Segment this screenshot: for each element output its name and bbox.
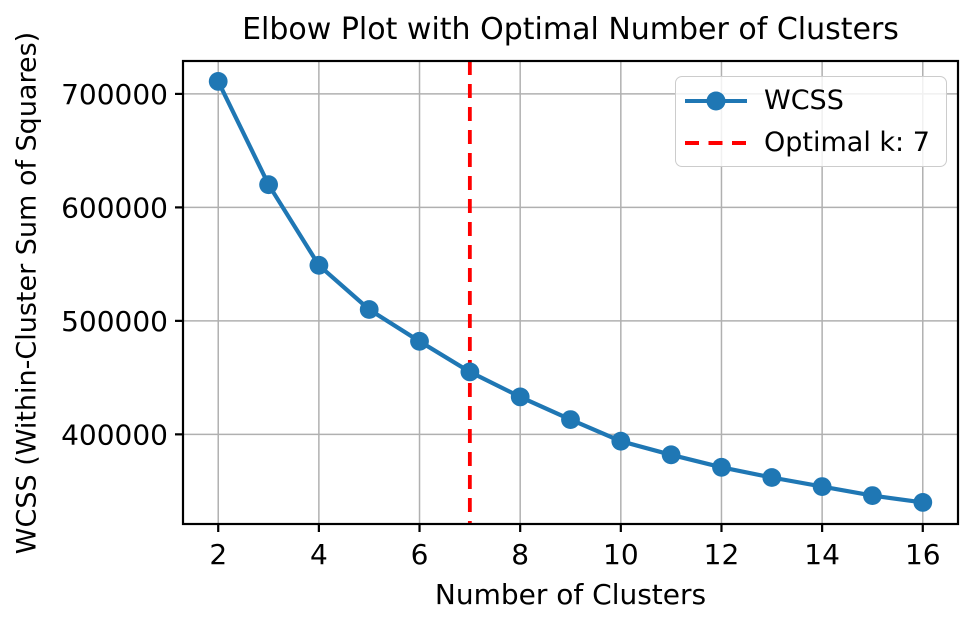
data-point [309,255,329,275]
legend-label-wcss: WCSS [764,85,844,116]
wcss-line-marker-icon [685,91,747,110]
data-point [510,387,530,407]
x-axis-label: Number of Clusters [434,578,707,611]
y-tick-labels: 400000 500000 600000 700000 [61,78,168,451]
axes-spines [181,59,960,526]
y-tick-label: 400000 [61,418,168,451]
legend-box: WCSS Optimal k: 7 [675,76,947,167]
data-point [359,300,379,319]
data-point [561,410,580,429]
data-point [661,445,681,465]
x-tick-label: 6 [411,538,429,571]
y-tick-label: 500000 [61,305,168,338]
tick-marks [175,92,924,532]
x-tick-label: 12 [704,538,740,571]
legend-entry-optimal-k: Optimal k: 7 [684,129,946,156]
legend-entry-wcss: WCSS [684,87,946,114]
data-point [410,331,429,351]
wcss-markers [208,72,933,512]
data-point [913,493,933,512]
x-tick-label: 14 [804,538,840,571]
optimal-k-dashed-line-icon [685,140,747,145]
y-axis-label: WCSS (Within-Cluster Sum of Squares) [11,31,43,555]
legend-label-optimal-k: Optimal k: 7 [764,127,930,158]
data-point [259,175,278,195]
y-tick-label: 700000 [61,78,168,111]
x-tick-labels: 2 4 6 8 10 12 14 16 [209,538,940,571]
data-point [762,468,782,487]
data-point [863,486,882,505]
data-point [812,477,832,496]
data-point [460,362,480,382]
x-tick-label: 10 [603,538,639,571]
chart-title: Elbow Plot with Optimal Number of Cluste… [242,12,899,47]
data-point [208,72,228,91]
x-tick-label: 8 [511,538,529,571]
x-tick-label: 2 [209,538,227,571]
x-tick-label: 4 [310,538,328,571]
data-point [611,431,631,451]
y-tick-label: 600000 [61,191,168,224]
data-point [712,457,731,477]
x-tick-label: 16 [905,538,941,571]
